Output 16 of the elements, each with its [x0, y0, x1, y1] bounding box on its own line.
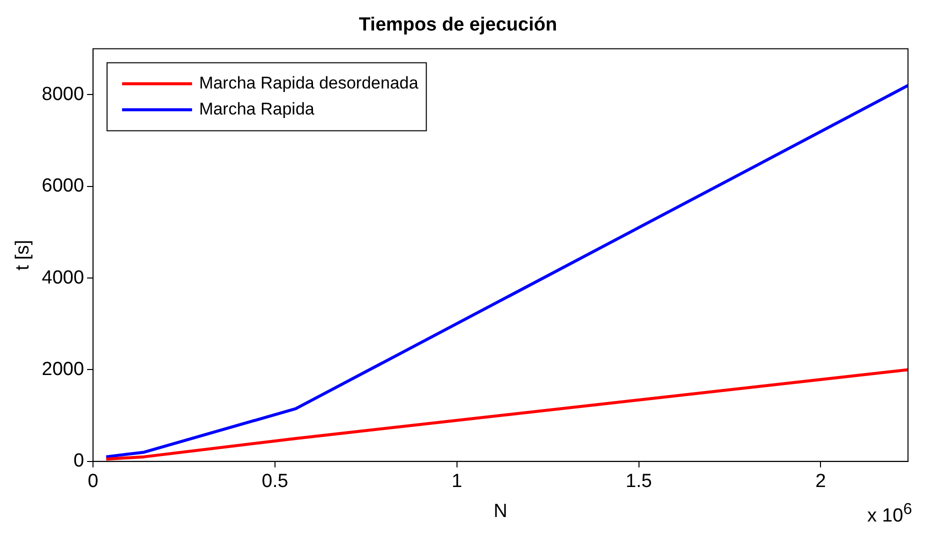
x-tick-label: 0 [88, 471, 98, 492]
text: x 10$^{6}$ [867, 500, 912, 527]
x-tick-label: 1.5 [626, 471, 652, 492]
x-axis-title: N [494, 500, 508, 522]
chart-title: Tiempos de ejecución [358, 14, 558, 36]
y-tick-label: 2000 [42, 358, 84, 380]
x-tick-label: 0.5 [262, 471, 288, 492]
x-tick-label: 1 [452, 471, 462, 492]
y-tick-label: 4000 [42, 267, 84, 288]
y-tick-label: 0 [73, 450, 84, 472]
y-axis-title: t [s] [12, 240, 34, 270]
y-tick-label: 6000 [42, 176, 84, 197]
legend-label: Marcha Rapida [199, 99, 315, 118]
legend-label: Marcha Rapida desordenada [199, 73, 419, 92]
x-tick-label: 2 [815, 471, 826, 492]
y-tick-label: 8000 [42, 84, 84, 105]
